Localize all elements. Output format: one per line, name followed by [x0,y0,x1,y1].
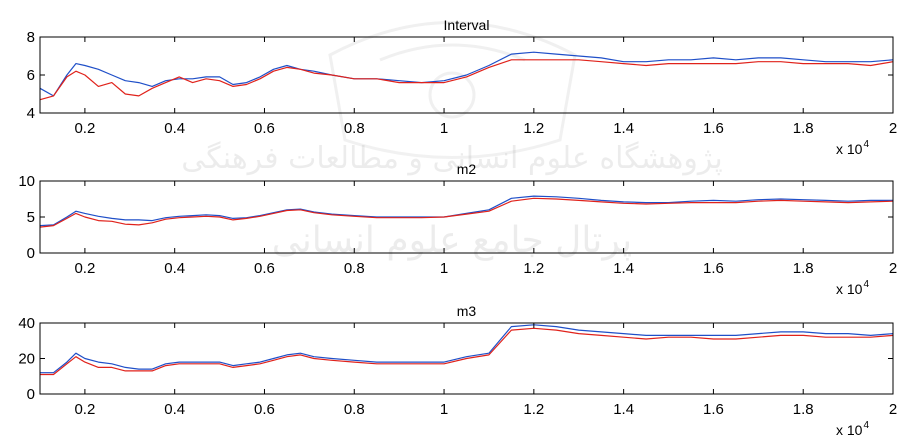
x-axis-multiplier: x 104 [836,420,869,438]
x-tick-label: 1.8 [793,260,814,277]
x-tick-label: 0.4 [164,120,185,137]
subplot-interval: 0.2 0.4 0.6 0.8 1 1.2 1.4 1.6 1.8 2 4 6 8 Interval x 1… [27,17,898,157]
x-tick-label: 1 [440,120,448,137]
x-tick-label: 1.8 [793,401,814,418]
x-tick-label: 0.8 [344,401,365,418]
y-tick-label: 40 [18,315,35,332]
y-tick-label: 10 [18,173,35,190]
x-tick-label: 1.6 [703,401,724,418]
series-line-blue [39,51,894,97]
x-tick-label: 1.6 [703,120,724,137]
x-tick-label: 1.4 [613,120,634,137]
subplot-title: Interval [444,17,490,33]
x-tick-label: 0.4 [164,260,185,277]
series-line-blue [39,195,893,227]
y-tick-label: 0 [27,386,35,403]
x-tick-label: 1.6 [703,260,724,277]
x-tick-label: 0.6 [254,260,275,277]
series-line-red [39,59,894,101]
x-tick-label: 1 [440,401,448,418]
y-tick-label: 0 [27,245,35,262]
x-tick-label: 0.8 [344,260,365,277]
x-tick-label: 0.6 [254,120,275,137]
series-line-red [39,197,894,228]
watermark-text-2: پرتال جامع علوم انسانی [272,220,632,261]
x-tick-label: 2 [889,120,897,137]
y-tick-label: 6 [27,67,35,84]
x-tick-label: 0.2 [74,120,95,137]
subplot-title: m3 [457,303,477,319]
y-tick-label: 5 [27,209,35,226]
x-tick-label: 0.8 [344,120,365,137]
y-tick-label: 8 [27,29,35,46]
x-tick-label: 2 [889,260,897,277]
x-tick-label: 1.2 [523,260,544,277]
y-tick-label: 4 [27,105,35,122]
x-tick-label: 1.2 [523,401,544,418]
x-tick-label: 1.2 [523,120,544,137]
watermark-logo-icon [328,21,577,159]
x-tick-label: 0.6 [254,401,275,418]
x-tick-label: 1.8 [793,120,814,137]
watermark-text-1: پژوهشگاه علوم انسانی و مطالعات فرهنگی [181,141,723,176]
series-line-red [40,327,894,376]
x-tick-label: 1.4 [613,401,634,418]
x-tick-label: 0.2 [74,401,95,418]
series-line-blue [40,324,894,374]
x-tick-label: 0.2 [74,260,95,277]
subplot-title: m2 [457,161,477,177]
x-tick-label: 0.4 [164,401,185,418]
x-tick-label: 2 [889,401,897,418]
x-tick-label: 1 [440,260,448,277]
x-axis-multiplier: x 104 [836,139,869,157]
x-tick-label: 1.4 [613,260,634,277]
y-tick-label: 20 [18,351,35,368]
x-axis-multiplier: x 104 [836,279,869,297]
subplot-m2: 0.2 0.4 0.6 0.8 1 1.2 1.4 1.6 1.8 2 0 5 10 m2 x 104 [18,161,897,297]
